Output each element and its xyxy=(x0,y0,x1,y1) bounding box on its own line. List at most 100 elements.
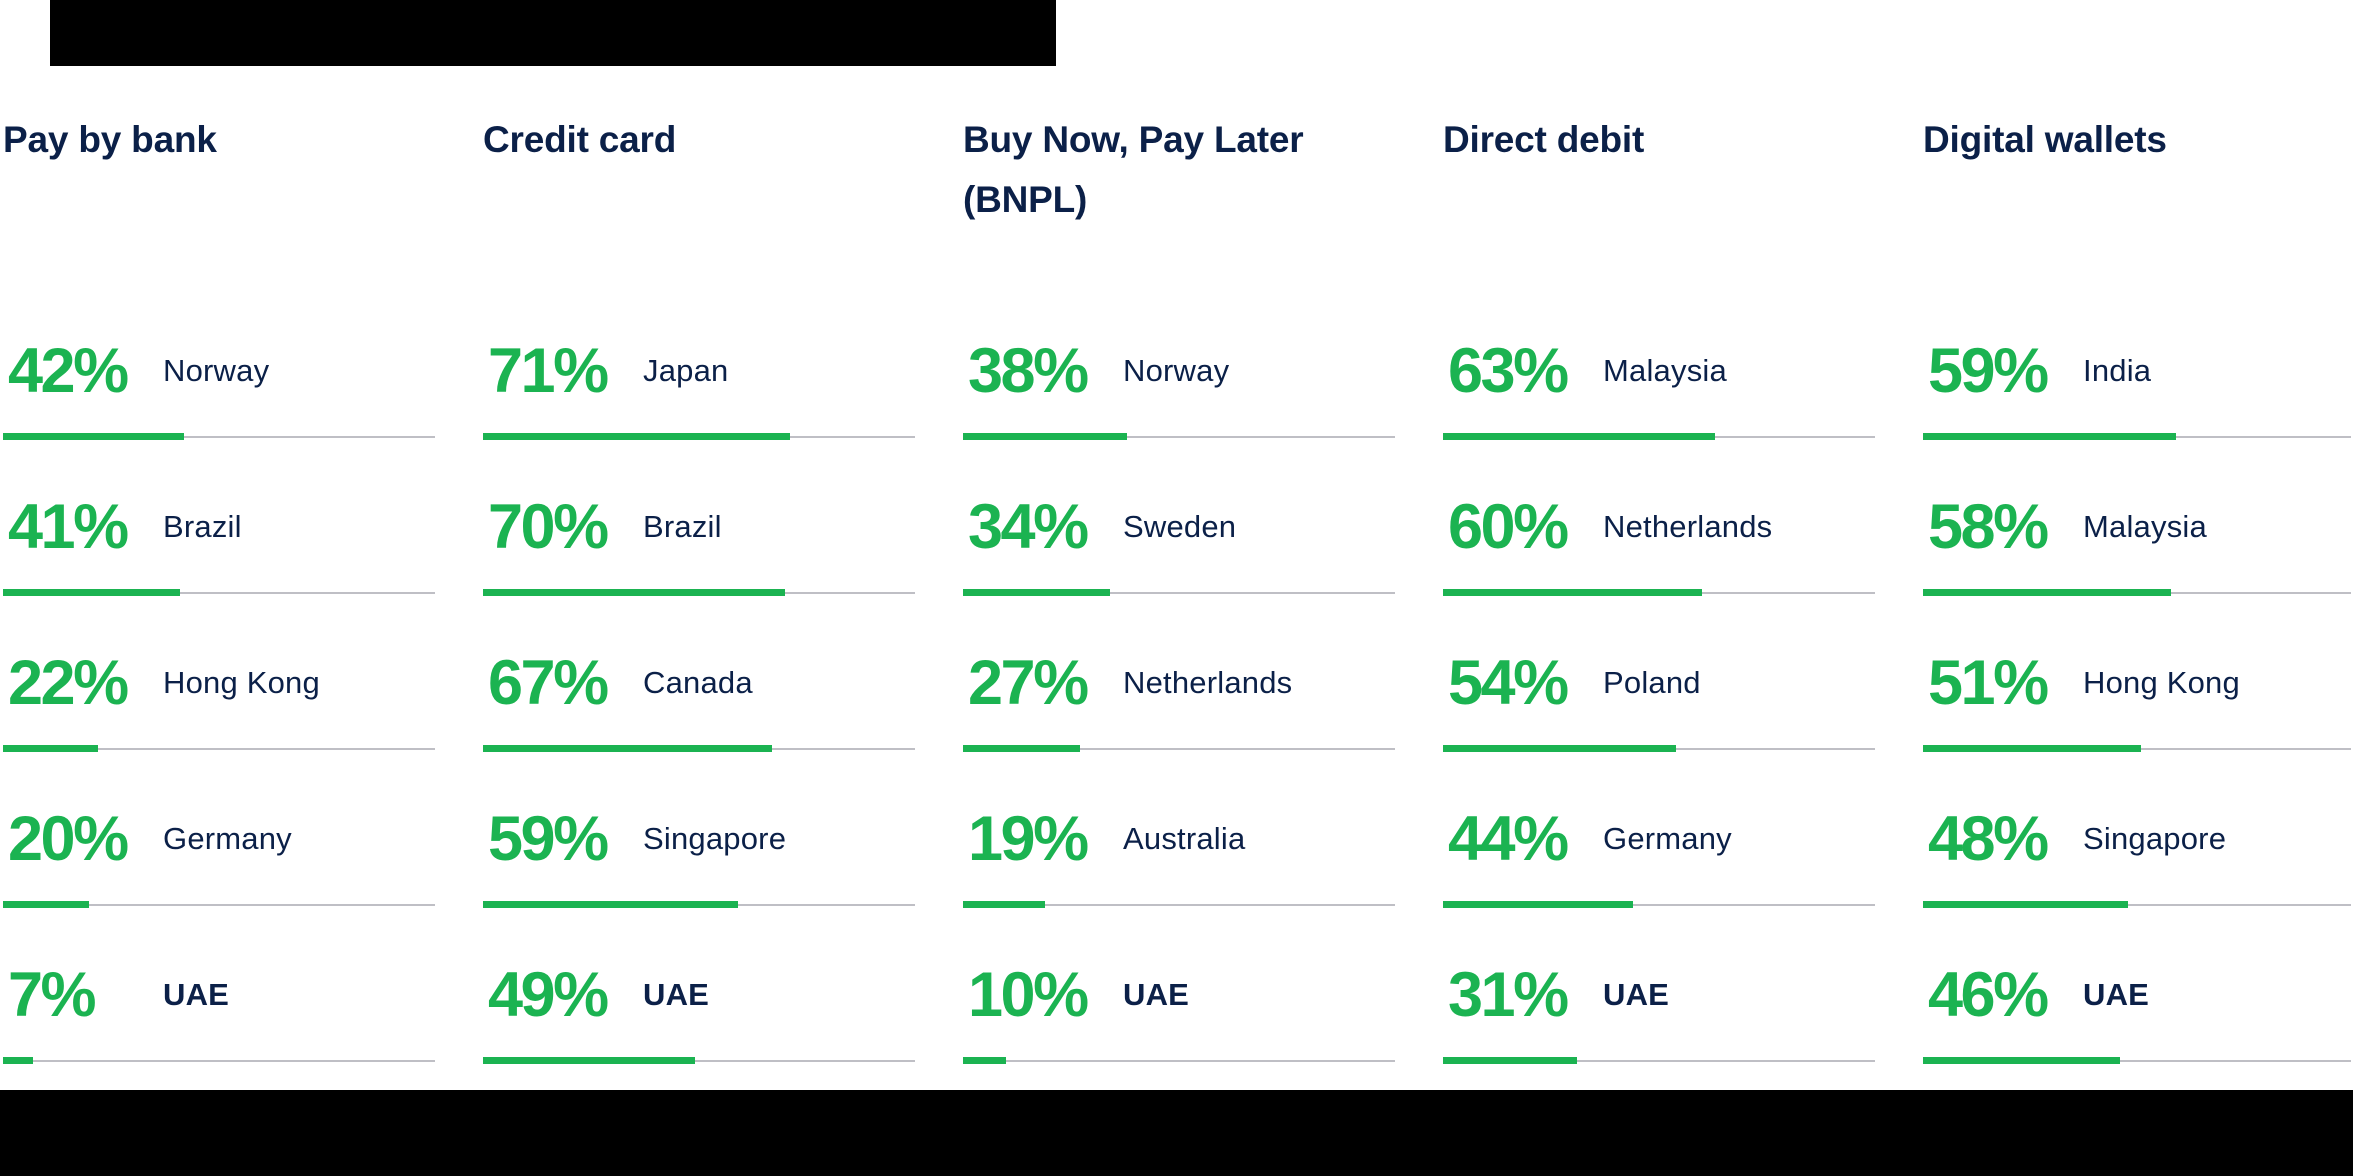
country-label: Hong Kong xyxy=(163,665,320,700)
progress-fill xyxy=(1443,745,1677,752)
percentage-value: 19% xyxy=(968,804,1089,874)
country-label: UAE xyxy=(643,977,710,1012)
progress-fill xyxy=(483,589,786,596)
progress-fill xyxy=(963,589,1110,596)
progress-bar xyxy=(3,1057,435,1064)
stat-row: 31% UAE xyxy=(1443,960,1875,1064)
stat-line: 10% UAE xyxy=(963,960,1395,1030)
bottom-black-bar xyxy=(0,1090,2353,1176)
progress-track xyxy=(1923,1060,2351,1062)
country-label: Germany xyxy=(1603,821,1732,856)
stat-line: 71% Japan xyxy=(483,336,915,406)
progress-bar xyxy=(963,745,1395,752)
stat-row: 41% Brazil xyxy=(3,492,435,596)
progress-fill xyxy=(1443,589,1703,596)
stat-row: 51% Hong Kong xyxy=(1923,648,2351,752)
stat-line: 27% Netherlands xyxy=(963,648,1395,718)
progress-track xyxy=(1443,904,1875,906)
country-label: Germany xyxy=(163,821,292,856)
country-label: Sweden xyxy=(1123,509,1237,544)
stat-line: 31% UAE xyxy=(1443,960,1875,1030)
progress-bar xyxy=(1923,745,2351,752)
stat-row: 46% UAE xyxy=(1923,960,2351,1064)
category-column: Digital wallets 59% India 58% Malaysia 51% Hon… xyxy=(1923,0,2351,1090)
progress-bar xyxy=(963,901,1395,908)
stat-line: 63% Malaysia xyxy=(1443,336,1875,406)
country-label: Brazil xyxy=(643,509,722,544)
stat-line: 20% Germany xyxy=(3,804,435,874)
stat-line: 51% Hong Kong xyxy=(1923,648,2351,718)
stat-row: 38% Norway xyxy=(963,336,1395,440)
percentage-value: 20% xyxy=(8,804,129,874)
percentage-value: 42% xyxy=(8,336,129,406)
progress-bar xyxy=(1443,901,1875,908)
country-label: Singapore xyxy=(2083,821,2227,856)
stat-line: 49% UAE xyxy=(483,960,915,1030)
percentage-value: 38% xyxy=(968,336,1089,406)
stat-line: 7% UAE xyxy=(3,960,435,1030)
stat-line: 60% Netherlands xyxy=(1443,492,1875,562)
progress-fill xyxy=(3,589,181,596)
progress-track xyxy=(963,904,1395,906)
category-column: Direct debit 63% Malaysia 60% Netherlands 54%… xyxy=(1443,0,1875,1090)
progress-fill xyxy=(963,1057,1007,1064)
progress-fill xyxy=(1923,589,2172,596)
category-header: Direct debit xyxy=(1443,119,1645,160)
country-label: Canada xyxy=(643,665,753,700)
stat-row: 49% UAE xyxy=(483,960,915,1064)
country-label: Singapore xyxy=(643,821,787,856)
percentage-value: 10% xyxy=(968,960,1089,1030)
percentage-value: 63% xyxy=(1448,336,1569,406)
stat-row: 48% Singapore xyxy=(1923,804,2351,908)
stat-line: 67% Canada xyxy=(483,648,915,718)
percentage-value: 27% xyxy=(968,648,1089,718)
percentage-value: 49% xyxy=(488,960,609,1030)
stat-row: 20% Germany xyxy=(3,804,435,908)
progress-fill xyxy=(963,901,1046,908)
progress-track xyxy=(963,748,1395,750)
progress-fill xyxy=(483,433,790,440)
percentage-value: 60% xyxy=(1448,492,1569,562)
progress-bar xyxy=(483,745,915,752)
progress-fill xyxy=(483,901,738,908)
category-header: Buy Now, Pay Later (BNPL) xyxy=(963,119,1304,220)
top-black-bar xyxy=(50,0,1056,66)
progress-track xyxy=(1443,1060,1875,1062)
stat-row: 34% Sweden xyxy=(963,492,1395,596)
category-column: Pay by bank 42% Norway 41% Brazil 22% Hong Kon… xyxy=(3,0,435,1090)
progress-fill xyxy=(483,1057,695,1064)
progress-bar xyxy=(3,745,435,752)
progress-bar xyxy=(1923,433,2351,440)
country-label: UAE xyxy=(1603,977,1670,1012)
category-header: Digital wallets xyxy=(1923,119,2167,160)
progress-fill xyxy=(3,745,99,752)
percentage-value: 46% xyxy=(1928,960,2049,1030)
progress-track xyxy=(963,1060,1395,1062)
country-label: UAE xyxy=(163,977,230,1012)
percentage-value: 58% xyxy=(1928,492,2049,562)
progress-bar xyxy=(963,589,1395,596)
category-column: Buy Now, Pay Later (BNPL) 38% Norway 34% Swe… xyxy=(963,0,1395,1090)
stat-row: 10% UAE xyxy=(963,960,1395,1064)
progress-bar xyxy=(483,901,915,908)
stat-row: 19% Australia xyxy=(963,804,1395,908)
progress-bar xyxy=(1443,745,1875,752)
percentage-value: 7% xyxy=(8,960,97,1030)
progress-bar xyxy=(3,589,435,596)
country-label: Malaysia xyxy=(2083,509,2207,544)
progress-fill xyxy=(963,433,1128,440)
progress-fill xyxy=(1923,901,2129,908)
stat-row: 22% Hong Kong xyxy=(3,648,435,752)
stat-line: 46% UAE xyxy=(1923,960,2351,1030)
country-label: Australia xyxy=(1123,821,1246,856)
progress-bar xyxy=(1443,589,1875,596)
stat-row: 59% Singapore xyxy=(483,804,915,908)
country-label: Norway xyxy=(163,353,270,388)
stat-line: 59% India xyxy=(1923,336,2351,406)
progress-fill xyxy=(1443,1057,1577,1064)
stat-line: 38% Norway xyxy=(963,336,1395,406)
progress-track xyxy=(3,904,435,906)
stat-line: 59% Singapore xyxy=(483,804,915,874)
stat-line: 70% Brazil xyxy=(483,492,915,562)
country-label: UAE xyxy=(1123,977,1190,1012)
